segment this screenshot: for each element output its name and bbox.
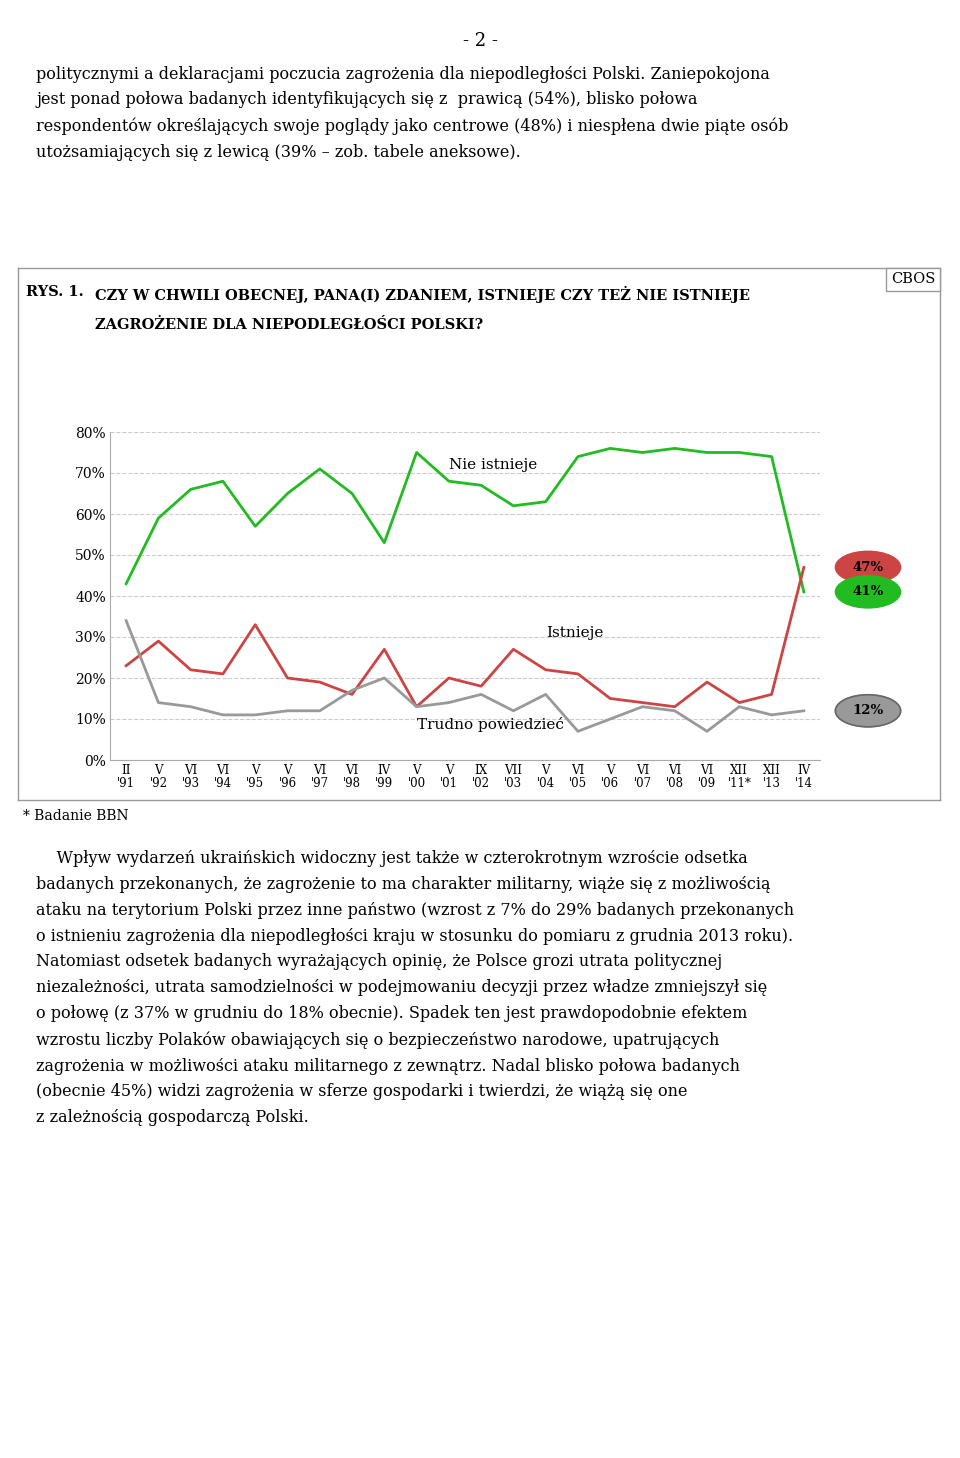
- Text: CZY W CHWILI OBECNEJ, PANA(I) ZDANIEM, ISTNIEJE CZY TEŻ NIE ISTNIEJE: CZY W CHWILI OBECNEJ, PANA(I) ZDANIEM, I…: [95, 286, 750, 303]
- Text: CBOS: CBOS: [891, 273, 935, 286]
- Text: Nie istnieje: Nie istnieje: [449, 458, 537, 472]
- Text: - 2 -: - 2 -: [463, 32, 497, 50]
- Text: 41%: 41%: [852, 586, 883, 598]
- Text: Istnieje: Istnieje: [545, 625, 603, 640]
- Text: Wpływ wydarzeń ukraińskich widoczny jest także w czterokrotnym wzroście odsetka
: Wpływ wydarzeń ukraińskich widoczny jest…: [36, 850, 795, 1126]
- Text: * Badanie BBN: * Badanie BBN: [23, 809, 129, 822]
- Text: ZAGROŻENIE DLA NIEPODLEGŁOŚCI POLSKI?: ZAGROŻENIE DLA NIEPODLEGŁOŚCI POLSKI?: [95, 318, 483, 332]
- Text: 47%: 47%: [852, 561, 883, 574]
- Text: 12%: 12%: [852, 704, 883, 717]
- Text: politycznymi a deklaracjami poczucia zagrożenia dla niepodległości Polski. Zanie: politycznymi a deklaracjami poczucia zag…: [36, 66, 789, 160]
- Text: RYS. 1.: RYS. 1.: [26, 286, 84, 299]
- Text: Trudno powiedzieć: Trudno powiedzieć: [417, 717, 564, 732]
